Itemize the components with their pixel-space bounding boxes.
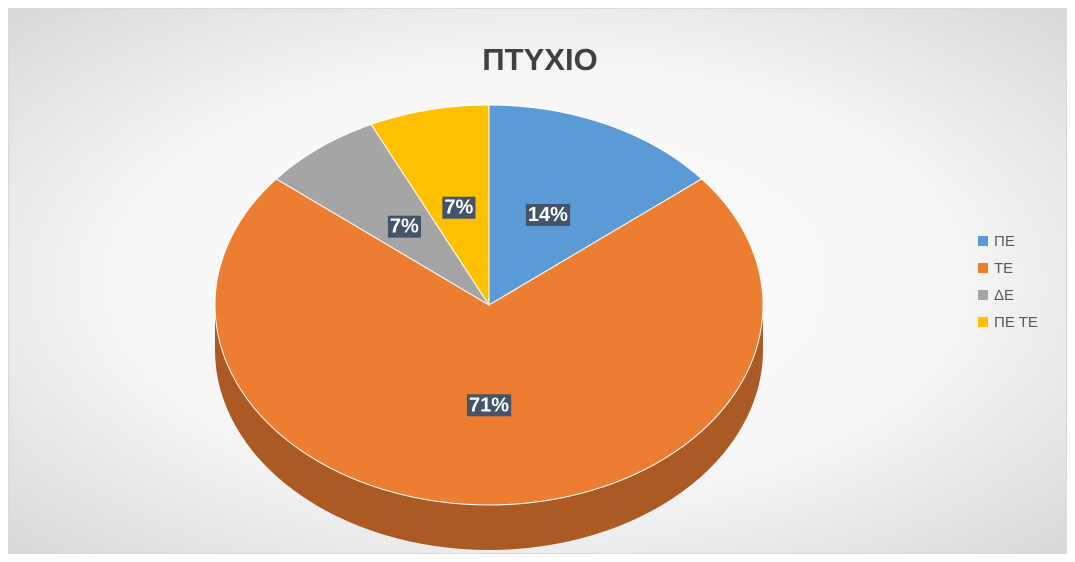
- slice-side: [215, 305, 763, 550]
- data-label-box: [466, 394, 512, 417]
- data-label: 7%: [390, 216, 419, 238]
- slice: [488, 104, 703, 306]
- slice: [275, 123, 490, 306]
- legend-label: ΠΕ: [994, 233, 1015, 250]
- legend-label: ΠΕ ΤΕ: [994, 314, 1038, 331]
- slice: [214, 178, 764, 506]
- data-label-box: [442, 196, 476, 219]
- data-label-box: [387, 215, 421, 238]
- data-label-box: [525, 203, 571, 226]
- legend-label: ΔΕ: [994, 287, 1014, 304]
- legend-swatch: [978, 236, 988, 246]
- legend-label: ΤΕ: [994, 260, 1013, 277]
- data-label: 71%: [469, 394, 509, 416]
- data-label: 14%: [528, 204, 568, 226]
- legend-swatch: [978, 290, 988, 300]
- legend-swatch: [978, 263, 988, 273]
- data-label: 7%: [444, 197, 473, 219]
- slice: [370, 104, 490, 307]
- chart-title: ΠΤΥΧΙΟ: [482, 42, 597, 77]
- legend-swatch: [978, 317, 988, 327]
